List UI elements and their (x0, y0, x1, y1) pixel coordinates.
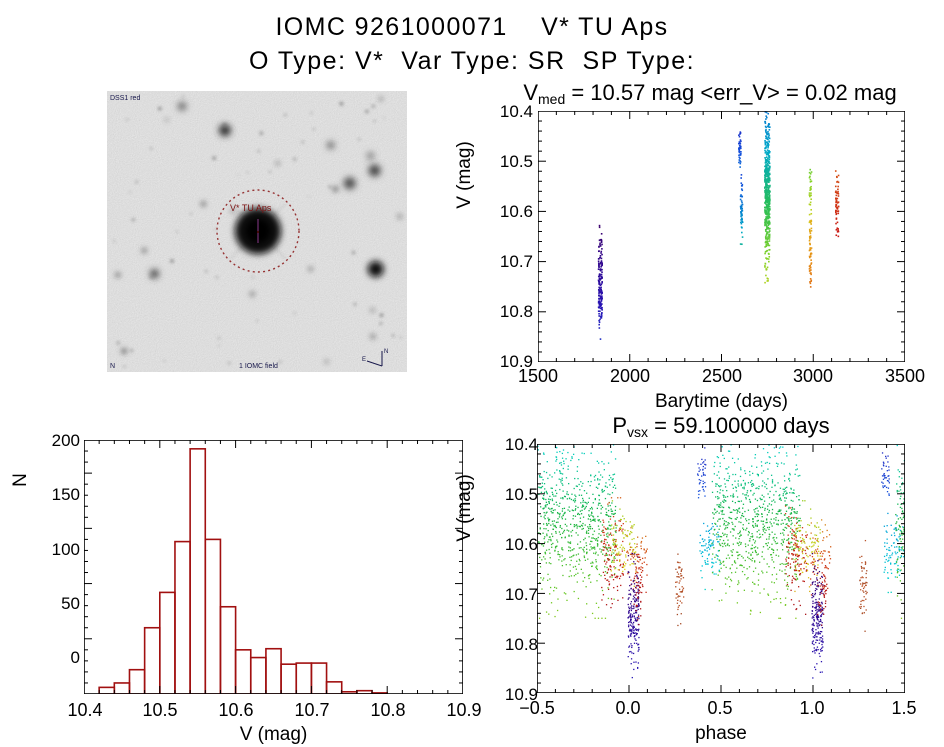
svg-text:DSS1 red: DSS1 red (110, 95, 140, 102)
svg-text:N: N (384, 349, 388, 355)
svg-text:N: N (110, 363, 115, 370)
svg-text:E: E (362, 357, 366, 363)
svg-text:1 IOMC field: 1 IOMC field (239, 363, 278, 370)
svg-text:V* TU Aps: V* TU Aps (230, 203, 272, 213)
